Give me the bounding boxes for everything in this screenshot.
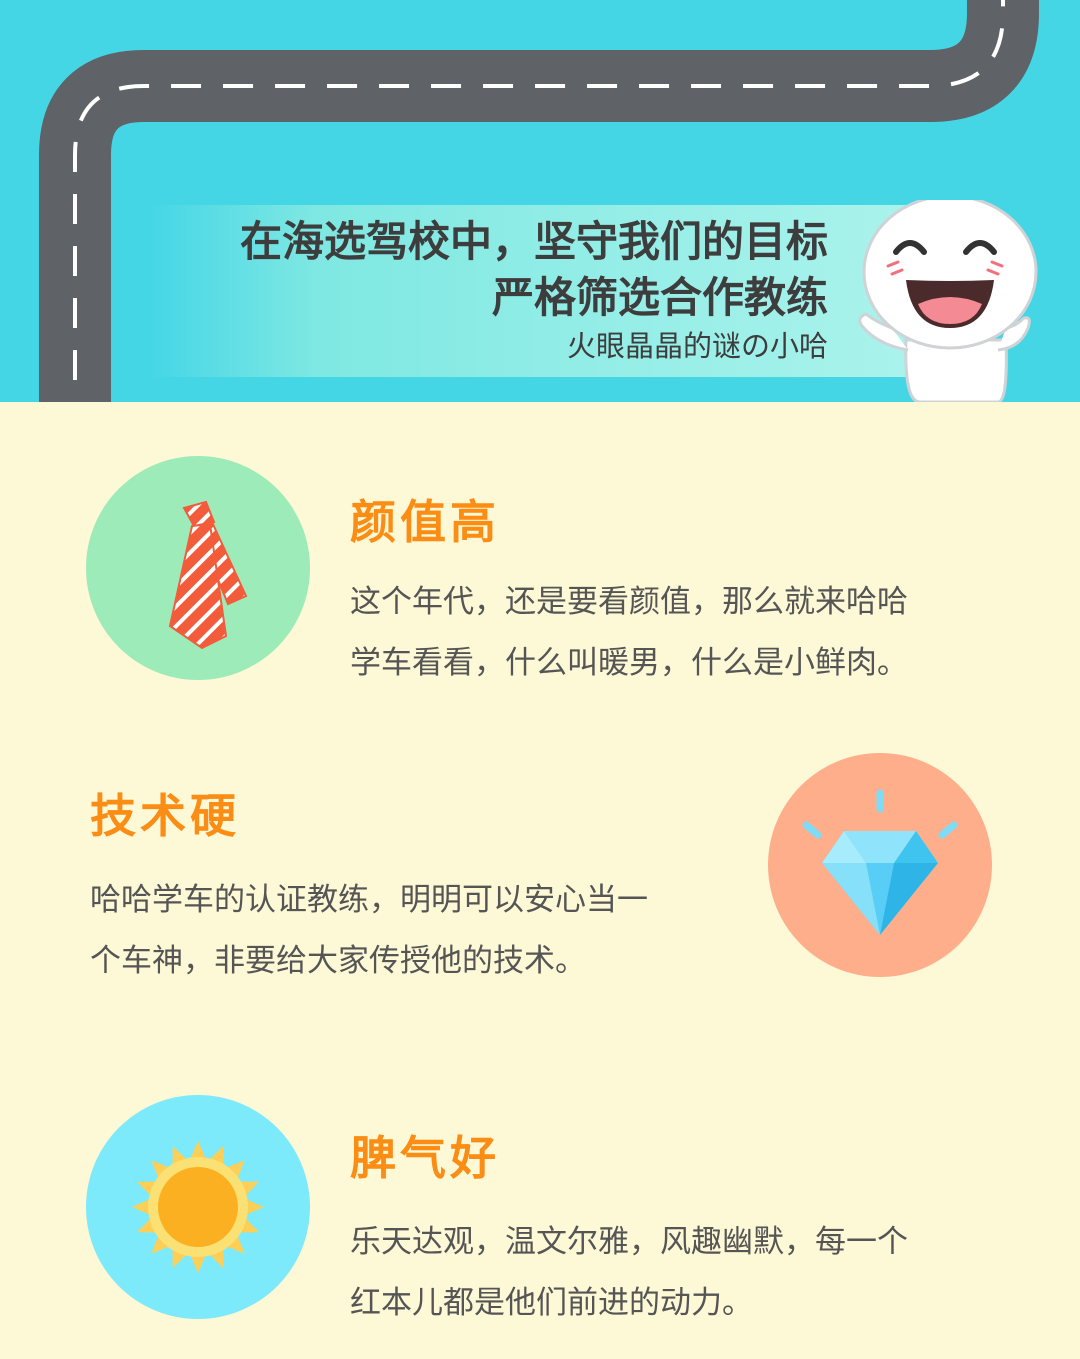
feature-1-icon-circle xyxy=(86,456,310,680)
sun-ray xyxy=(243,1198,264,1216)
header-banner: 在海选驾校中，坚守我们的目标 严格筛选合作教练 火眼晶晶的谜の小哈 xyxy=(0,0,1080,402)
feature-3-title: 脾气好 xyxy=(350,1131,500,1185)
feature-2-text-line-2: 个车神，非要给大家传授他的技术。 xyxy=(90,943,586,979)
road-illustration xyxy=(39,0,1039,402)
necktie-icon xyxy=(168,500,248,650)
sun-ray xyxy=(151,1232,173,1254)
title-banner xyxy=(150,205,910,377)
feature-2-title: 技术硬 xyxy=(90,789,240,843)
headline-line-1: 在海选驾校中，坚守我们的目标 xyxy=(239,217,828,266)
feature-1-text-line-2: 学车看看，什么叫暖男，什么是小鲜肉。 xyxy=(350,645,908,681)
sun-icon xyxy=(132,1141,264,1273)
feature-3-text-line-2: 红本儿都是他们前进的动力。 xyxy=(350,1285,753,1321)
headline-line-2: 严格筛选合作教练 xyxy=(491,273,828,322)
feature-1-text-line-1: 这个年代，还是要看颜值，那么就来哈哈 xyxy=(350,584,908,620)
sun-ray xyxy=(189,1252,207,1273)
feature-2-icon-circle xyxy=(768,753,992,977)
sun-ray xyxy=(223,1232,245,1254)
diamond-icon xyxy=(802,789,958,935)
feature-2-text-line-1: 哈哈学车的认证教练，明明可以安心当一 xyxy=(90,882,648,918)
sun-ray xyxy=(223,1160,245,1182)
feature-3-icon-circle xyxy=(86,1095,310,1319)
headline-subtitle: 火眼晶晶的谜の小哈 xyxy=(566,329,828,363)
feature-1-title: 颜值高 xyxy=(350,495,500,549)
sun-ray xyxy=(132,1198,153,1216)
sun-ray xyxy=(151,1160,173,1182)
sun-ray xyxy=(189,1141,207,1162)
smiling-mascot-icon xyxy=(858,200,1038,402)
feature-3-text-line-1: 乐天达观，温文尔雅，风趣幽默，每一个 xyxy=(350,1224,908,1260)
